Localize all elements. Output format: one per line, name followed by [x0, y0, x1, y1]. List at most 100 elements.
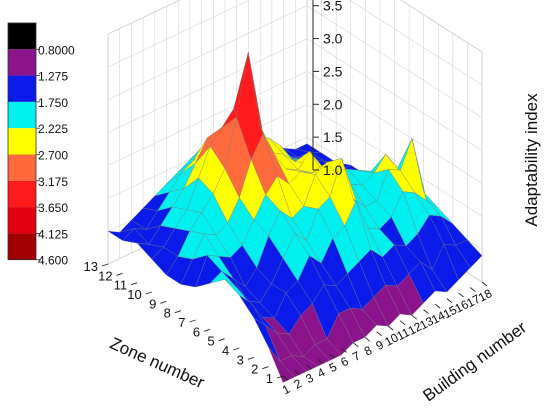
y-tick-mark [233, 347, 240, 351]
z-tick-label: 2.0 [323, 96, 343, 112]
x-tick-label: 18 [476, 286, 495, 305]
legend-swatch [8, 154, 36, 181]
z-axis-title: Adaptability index [522, 93, 541, 227]
z-grid-line [107, 38, 483, 151]
legend-swatch [8, 75, 36, 102]
x-tick-mark [470, 287, 476, 292]
z-grid-line [107, 5, 483, 118]
y-tick-mark [160, 300, 167, 304]
x-tick-label: 10 [382, 330, 401, 349]
y-tick-mark [101, 263, 109, 267]
legend-swatch [8, 101, 36, 129]
x-tick-mark [306, 364, 312, 370]
y-tick-mark [174, 310, 182, 314]
x-tick-label: 4 [315, 365, 328, 381]
x-tick-label: 14 [429, 308, 448, 327]
legend-swatch [8, 207, 36, 234]
x-tick-label: 6 [338, 354, 351, 370]
legend-label: 1.750 [38, 96, 68, 110]
y-tick-mark [203, 328, 211, 332]
x-axis-title: Building number [419, 318, 530, 406]
y-tick-mark [218, 338, 225, 342]
z-grid-line [107, 71, 483, 184]
surface-mesh [107, 52, 483, 383]
x-tick-mark [434, 303, 441, 309]
z-tick-label: 1.0 [323, 162, 343, 178]
x-tick-label: 16 [453, 297, 472, 316]
y-tick-label: 12 [98, 268, 112, 283]
x-tick-mark [423, 309, 429, 314]
legend-label: 4.125 [38, 227, 68, 241]
x-tick-mark [411, 314, 418, 320]
x-tick-mark [388, 325, 394, 331]
x-tick-mark [458, 292, 464, 298]
x-tick-label: 2 [292, 376, 305, 392]
y-tick-label: 3 [237, 352, 244, 367]
legend-label: 3.650 [38, 201, 68, 215]
legend-label: 3.175 [38, 175, 68, 189]
legend-frame [7, 22, 37, 261]
x-tick-label: 7 [350, 348, 363, 364]
x-tick-mark [317, 359, 324, 364]
x-tick-label: 5 [327, 359, 340, 375]
z-grid-line [107, 0, 483, 86]
legend-swatch [8, 180, 36, 208]
y-tick-label: 1 [266, 371, 273, 386]
z-tick-label: 1.5 [323, 129, 343, 145]
z-grid-line [107, 103, 483, 217]
x-tick-mark [481, 281, 488, 287]
legend-swatch [8, 23, 36, 50]
y-tick-mark [189, 319, 196, 323]
x-tick-label: 8 [362, 343, 375, 359]
legend-label: 1.275 [38, 70, 68, 84]
color-legend: 0.8000 1.275 1.750 2.225 2.700 3.175 3.650 4.12… [7, 22, 75, 268]
y-tick-mark [145, 291, 152, 295]
legend-swatch [8, 128, 36, 155]
surface-cell [455, 239, 483, 269]
x-tick-mark [341, 348, 347, 353]
legend-swatch [8, 49, 36, 76]
y-tick-label: 4 [222, 343, 229, 358]
y-tick-mark [116, 272, 123, 276]
y-tick-mark [247, 356, 254, 360]
z-axis: 1.01.52.02.53.03.54.04.5 [312, 0, 343, 178]
z-tick-label: 3.5 [323, 0, 343, 14]
y-axis-title: Zone number [107, 334, 207, 393]
x-tick-label: 12 [406, 319, 425, 338]
x-tick-label: 17 [464, 292, 483, 311]
y-tick-mark [262, 366, 269, 370]
x-tick-mark [294, 370, 300, 375]
x-tick-label: 1 [280, 382, 293, 398]
x-tick-mark [352, 342, 359, 348]
x-tick-mark [329, 353, 336, 359]
y-tick-mark [131, 282, 138, 286]
x-tick-mark [446, 298, 453, 303]
x-tick-label: 15 [441, 303, 460, 322]
y-tick-label: 8 [164, 306, 171, 321]
x-tick-mark [364, 336, 371, 342]
x-tick-mark [399, 320, 406, 326]
y-tick-label: 13 [84, 259, 98, 274]
y-tick-mark [276, 375, 284, 379]
y-tick-label: 2 [251, 362, 258, 377]
legend-label: 0.8000 [38, 43, 75, 57]
y-tick-label: 7 [178, 315, 185, 330]
x-tick-mark [282, 375, 289, 381]
y-tick-label: 11 [114, 278, 128, 293]
y-tick-label: 6 [193, 324, 200, 339]
legend-label: 2.225 [38, 122, 68, 136]
x-tick-label: 13 [417, 314, 436, 333]
z-tick-label: 2.5 [323, 63, 343, 79]
z-grid-line [107, 0, 483, 53]
y-tick-label: 10 [127, 287, 141, 302]
y-tick-label: 5 [207, 334, 214, 349]
x-tick-mark [376, 331, 382, 337]
z-tick-label: 3.0 [323, 31, 343, 47]
y-tick-label: 9 [149, 296, 156, 311]
legend-label: 4.600 [38, 254, 68, 268]
x-tick-label: 3 [303, 371, 316, 387]
legend-label: 2.700 [38, 149, 68, 163]
